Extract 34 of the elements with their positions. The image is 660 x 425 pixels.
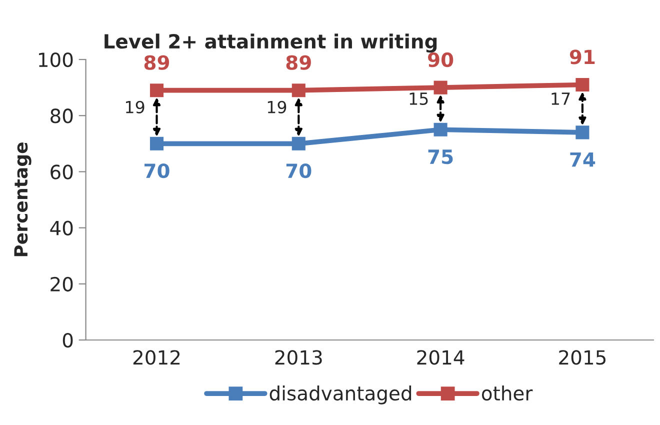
legend-label: other	[482, 386, 533, 401]
data-label: 91	[570, 50, 595, 64]
point	[150, 84, 164, 98]
data-label: 75	[428, 150, 453, 164]
x-tick-label: 2015	[559, 350, 606, 365]
annotation: 19	[126, 100, 144, 114]
annotation: 19	[268, 100, 286, 114]
y-tick-label: 80	[50, 108, 73, 124]
point	[434, 122, 448, 136]
y-axis-title: Percentage	[14, 142, 32, 256]
y-tick-label: 20	[50, 276, 73, 292]
point	[434, 80, 448, 94]
x-tick-label: 2014	[417, 350, 464, 365]
data-label: 90	[428, 52, 454, 68]
x-tick-label: 2012	[133, 350, 180, 365]
data-label: 70	[144, 163, 170, 178]
annotation: 15	[410, 92, 428, 106]
annotation: 17	[552, 92, 570, 105]
y-tick-label: 100	[39, 52, 73, 68]
data-label: 74	[570, 152, 596, 167]
point	[576, 126, 590, 140]
y-tick-label: 0	[62, 332, 73, 348]
x-tick-label: 2013	[275, 350, 322, 365]
data-label: 89	[144, 55, 170, 70]
chart-title: Level 2+ attainment in writing	[104, 34, 437, 53]
point	[292, 136, 306, 150]
point	[576, 78, 590, 92]
point	[292, 84, 306, 98]
data-label: 89	[286, 55, 311, 70]
y-tick-label: 40	[50, 220, 73, 236]
point	[150, 136, 164, 150]
y-tick-label: 60	[50, 164, 73, 180]
data-label: 70	[286, 163, 312, 178]
legend-label: disadvantaged	[270, 386, 412, 404]
